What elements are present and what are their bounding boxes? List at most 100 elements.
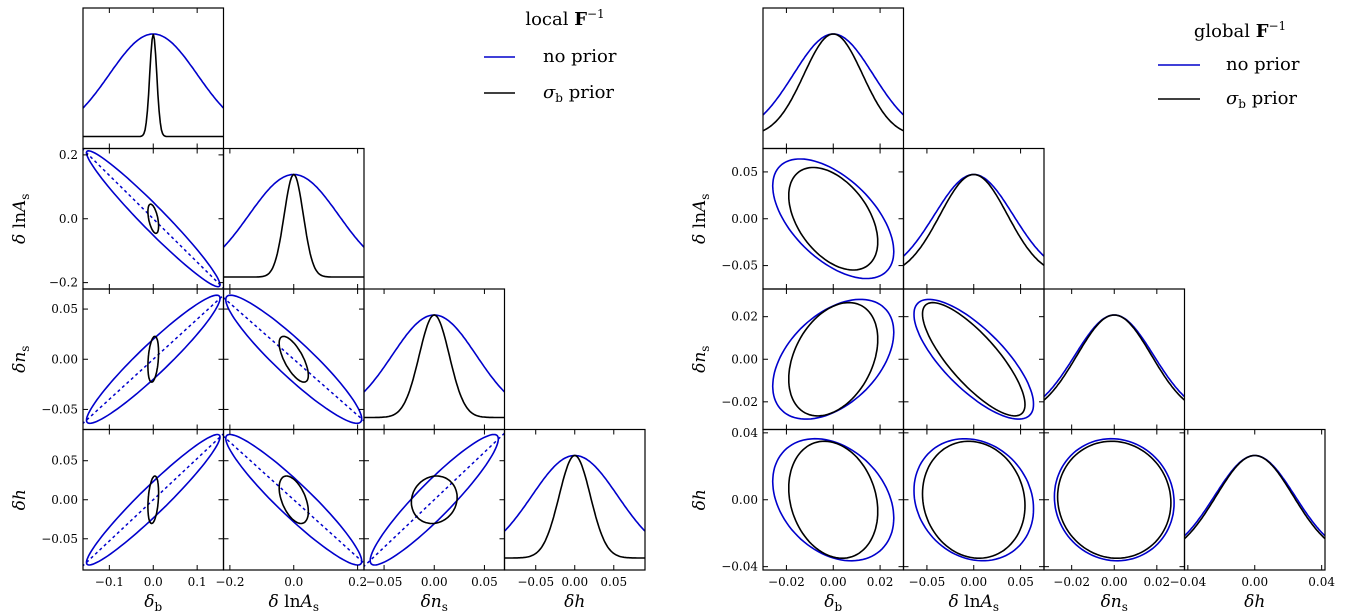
pdf-curve-no-prior [504,454,645,532]
panel-δh-vs-δlnAs [902,428,1045,571]
y-tick-label: 0.05 [51,302,78,316]
x-tick-label: −0.05 [366,575,403,589]
pdf-curve-no-prior [903,173,1044,257]
y-axis-label: δh [690,489,710,510]
y-tick-label: 0.00 [731,352,758,366]
x-tick-label: 0.00 [820,575,847,589]
x-tick-label: 0.05 [600,575,627,589]
y-tick-label: 0.2 [59,148,78,162]
y-axis-label: δh [10,489,30,510]
panel-frame [503,428,646,571]
panel-δns-vs-δns [1043,288,1186,431]
contour-no-prior [913,298,1035,420]
corner-plot-1: −0.1 0.0 0.1 δb −0.2 0.0 0.2 δ lnAs −0.05 0.00 0.0… [10,7,646,614]
pdf-curve-no-prior [1044,314,1185,398]
x-tick-label: −0.2 [215,575,244,589]
y-tick-label: 0.00 [731,493,758,507]
corner-plot-2: −0.02 0.00 0.02 δb −0.05 0.00 0.05 δ lnAs −0.02 0… [690,7,1335,614]
y-tick-label: 0.05 [51,454,78,468]
panel-δlnAs-vs-δlnAs [902,147,1045,290]
panel-δlnAs-vs-δb [82,147,225,290]
pdf-curve-sigma-b-prior [364,314,505,419]
panel-δns-vs-δlnAs [902,288,1045,431]
panel-δh-vs-δh [503,428,646,571]
panel-frame [1183,428,1326,571]
panel-δns-vs-δb [762,288,905,431]
degeneracy-line [364,432,505,568]
x-tick-label: −0.04 [1169,575,1206,589]
x-axis-label: δh [1244,592,1265,612]
x-axis-label: δ lnAs [949,592,999,614]
pdf-curve-sigma-b-prior [1044,314,1185,401]
x-tick-label: 0.04 [1308,575,1335,589]
contour-no-prior [85,433,221,566]
x-tick-label: 0.00 [960,575,987,589]
pdf-curve-sigma-b-prior [903,173,1044,266]
y-tick-label: −0.04 [721,560,758,574]
pdf-curve-no-prior [364,314,505,393]
y-tick-label: 0.05 [731,165,758,179]
x-tick-label: 0.00 [421,575,448,589]
panel-frame [222,428,365,571]
contour-no-prior [771,437,895,562]
degeneracy-line [83,432,224,567]
y-axis-label: δns [10,346,32,373]
legend-label-sigma-b-prior: σb prior [543,82,614,105]
contour-sigma-b-prior [788,301,879,417]
x-tick-label: 0.0 [144,575,163,589]
panel-frame [1043,288,1186,431]
panel-δlnAs-vs-δlnAs [222,147,365,290]
panel-frame [762,7,905,150]
x-axis-label: δ lnAs [269,592,319,614]
contour-no-prior [85,294,221,425]
x-tick-label: −0.1 [95,575,124,589]
contour-sigma-b-prior [147,475,160,525]
panel-frame [222,288,365,431]
legend-label-sigma-b-prior: σb prior [1226,88,1297,111]
panel-δh-vs-δlnAs [222,428,365,571]
x-tick-label: 0.1 [188,575,207,589]
pdf-curve-sigma-b-prior [223,173,364,278]
x-tick-label: 0.00 [561,575,588,589]
degeneracy-line [83,294,224,425]
pdf-curve-no-prior [763,33,904,116]
legend-title: local F−1 [525,7,604,30]
pdf-curve-no-prior [223,173,364,248]
x-tick-label: 0.2 [348,575,367,589]
panel-δns-vs-δb [82,288,225,431]
x-axis-label: δb [824,592,842,614]
panel-δh-vs-δh [1183,428,1326,571]
panel-frame [902,428,1045,571]
panel-frame [762,288,905,431]
x-tick-label: −0.05 [909,575,946,589]
legend: global F−1 no prior σb prior [1158,19,1300,111]
degeneracy-line [223,435,364,565]
y-tick-label: 0.02 [731,310,758,324]
x-axis-label: δns [1101,592,1128,614]
pdf-curve-sigma-b-prior [504,454,645,559]
x-tick-label: 0.02 [1143,575,1170,589]
x-axis-label: δb [144,592,162,614]
contour-no-prior [224,294,363,425]
x-axis-label: δns [421,592,448,614]
contour-sigma-b-prior [921,301,1026,417]
legend-label-no-prior: no prior [543,46,617,67]
legend-label-no-prior: no prior [1226,54,1300,75]
pdf-curve-no-prior [1184,454,1325,537]
contour-no-prior [771,298,895,420]
x-tick-label: −0.05 [517,575,554,589]
panel-δh-vs-δb [762,428,905,571]
panel-frame [82,7,225,150]
panel-frame [902,288,1045,431]
contour-no-prior [913,438,1035,562]
y-tick-label: −0.05 [41,532,78,546]
y-tick-label: 0.00 [51,352,78,366]
x-tick-label: 0.00 [1241,575,1268,589]
panel-frame [1043,428,1186,571]
degeneracy-line [223,296,364,422]
contour-no-prior [85,149,221,288]
panel-δh-vs-δns [1043,428,1186,571]
contour-sigma-b-prior [278,335,310,383]
contour-no-prior [1053,437,1175,562]
